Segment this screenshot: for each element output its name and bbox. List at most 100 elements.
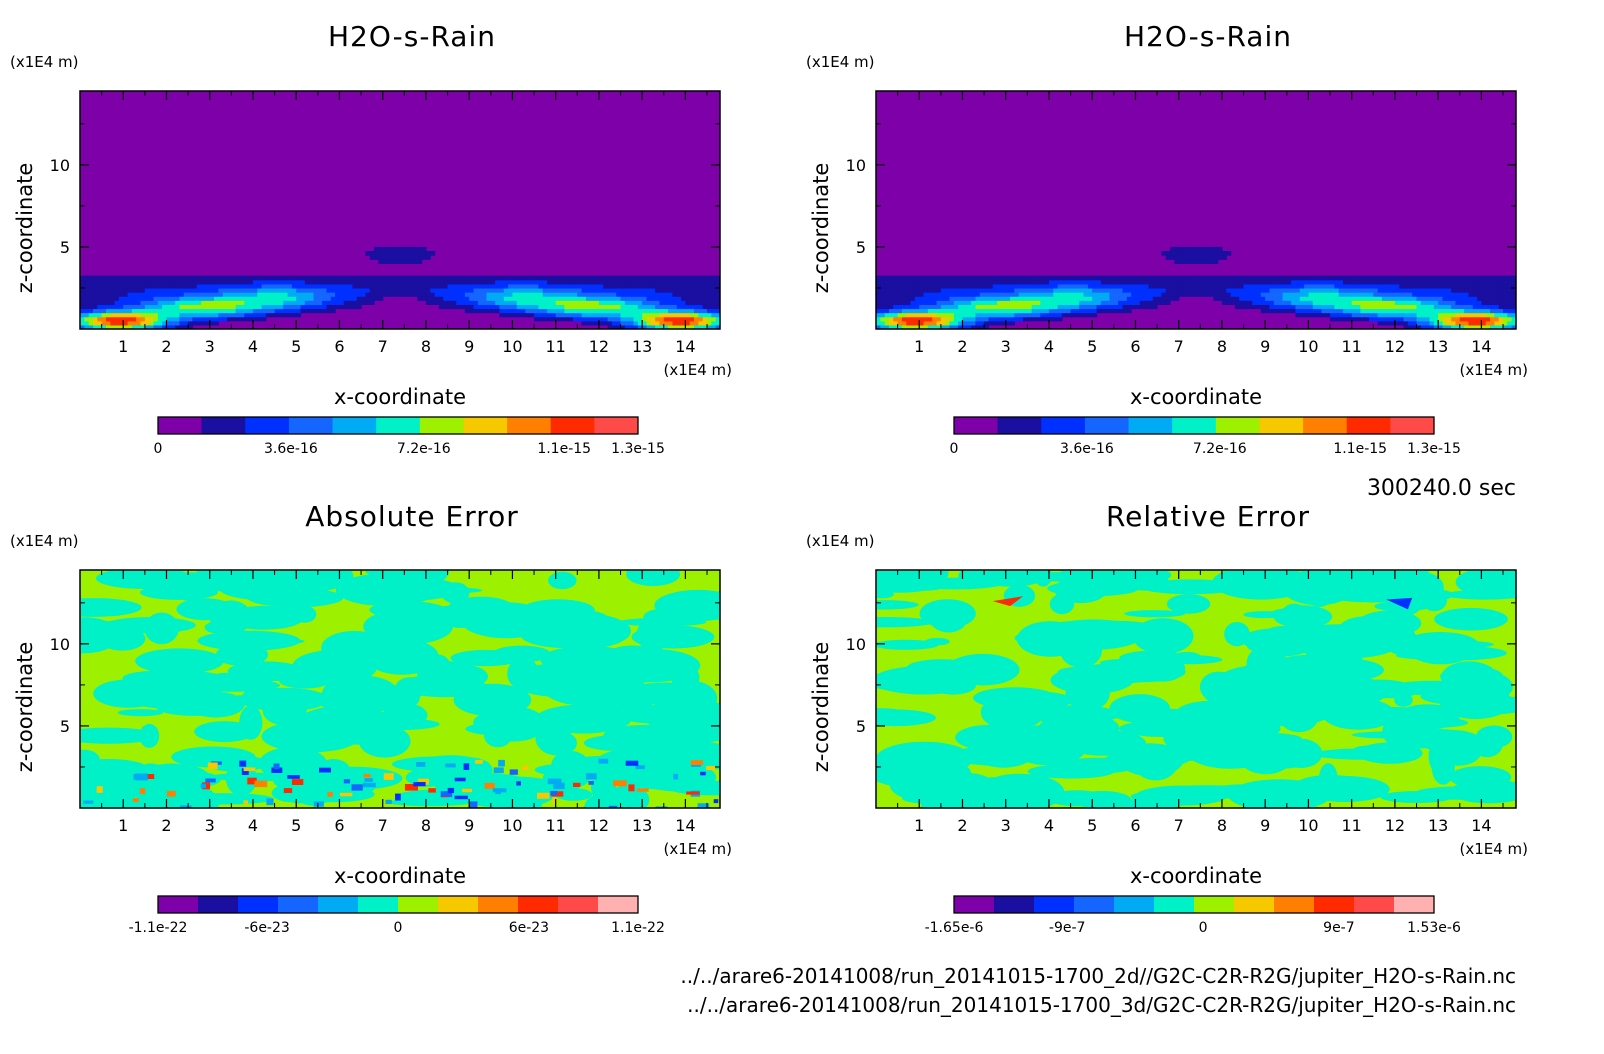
contour-cell [923,283,929,289]
contour-cell [131,320,137,326]
contour-cell [218,283,224,289]
contour-patch [282,600,309,615]
contour-cell [1157,275,1162,281]
contour-cell [1148,275,1154,281]
contour-cell [888,312,894,318]
contour-cell [1239,279,1245,285]
contour-speck [395,793,401,801]
contour-cell [1446,296,1452,301]
contour-cell [270,292,276,297]
contour-speck [243,767,256,772]
contour-cell [650,283,656,289]
contour-cell [1014,304,1020,310]
contour-patch [659,688,710,718]
contour-cell [395,246,401,252]
contour-cell [975,292,981,297]
contour-cell [270,275,276,281]
contour-cell [598,292,604,297]
contour-cell [1381,300,1387,305]
contour-cell [369,296,375,301]
contour-cell [1425,308,1431,314]
contour-cell [1096,300,1102,305]
contour-cell [313,300,319,305]
contour-cell [936,292,942,297]
contour-cell [1161,283,1167,289]
contour-cell [235,275,241,281]
contour-cell [1304,308,1310,314]
contour-cell [1442,304,1448,310]
contour-cell [1200,255,1206,260]
contour-cell [547,296,552,301]
contour-cell [1053,300,1059,305]
contour-cell [1364,300,1370,305]
contour-cell [183,300,189,305]
contour-cell [901,320,907,326]
contour-cell [1364,296,1370,301]
contour-cell [1507,292,1513,297]
contour-cell [1191,255,1197,260]
contour-cell [984,275,990,281]
contour-cell [689,287,695,293]
contour-cell [1036,287,1041,293]
contour-cell [1425,312,1431,318]
contour-cell [707,283,712,289]
contour-cell [901,287,907,293]
contour-cell [261,275,267,281]
contour-cell [992,275,998,281]
contour-cell [1451,279,1457,285]
contour-cell [1343,316,1348,322]
contour-cell [616,308,622,314]
contour-cell [624,308,630,314]
contour-cell [988,292,994,297]
contour-cell [296,308,302,314]
contour-cell [378,259,384,264]
contour-cell [322,308,328,314]
contour-cell [646,324,652,329]
contour-cell [1040,308,1046,314]
contour-cell [1295,300,1301,305]
contour-cell [1407,316,1413,322]
contour-cell [979,316,985,322]
contour-cell [685,275,691,281]
contour-cell [516,304,522,310]
x-tick-label: 9 [464,816,474,835]
contour-cell [257,292,263,297]
contour-cell [1023,279,1028,285]
contour-cell [646,320,652,326]
contour-cell [1165,292,1171,297]
x-tick-label: 4 [1044,337,1054,356]
contour-cell [624,292,630,297]
contour-cell [1507,296,1513,301]
contour-cell [668,292,674,297]
contour-cell [144,312,150,318]
contour-cell [1161,292,1167,297]
contour-cell [1010,304,1015,310]
contour-cell [1433,296,1439,301]
contour-cell [1239,296,1245,301]
contour-cell [884,279,890,285]
contour-cell [330,300,336,305]
contour-cell [547,300,552,305]
contour-cell [958,308,964,314]
contour-cell [495,308,501,314]
contour-cell [1317,283,1322,289]
contour-cell [1070,300,1076,305]
contour-cell [551,292,557,297]
contour-cell [992,312,998,318]
contour-cell [1183,283,1188,289]
contour-cell [326,300,332,305]
contour-cell [577,287,583,293]
contour-cell [1170,246,1175,252]
contour-cell [1010,292,1015,297]
contour-cell [672,283,678,289]
contour-cell [430,283,436,289]
contour-cell [1265,308,1271,314]
contour-cell [361,287,366,293]
contour-cell [1247,300,1253,305]
contour-cell [196,300,202,305]
contour-cell [1105,300,1111,305]
contour-cell [1135,304,1141,310]
contour-cell [1494,287,1500,293]
contour-cell [1511,279,1516,285]
contour-cell [906,316,912,322]
